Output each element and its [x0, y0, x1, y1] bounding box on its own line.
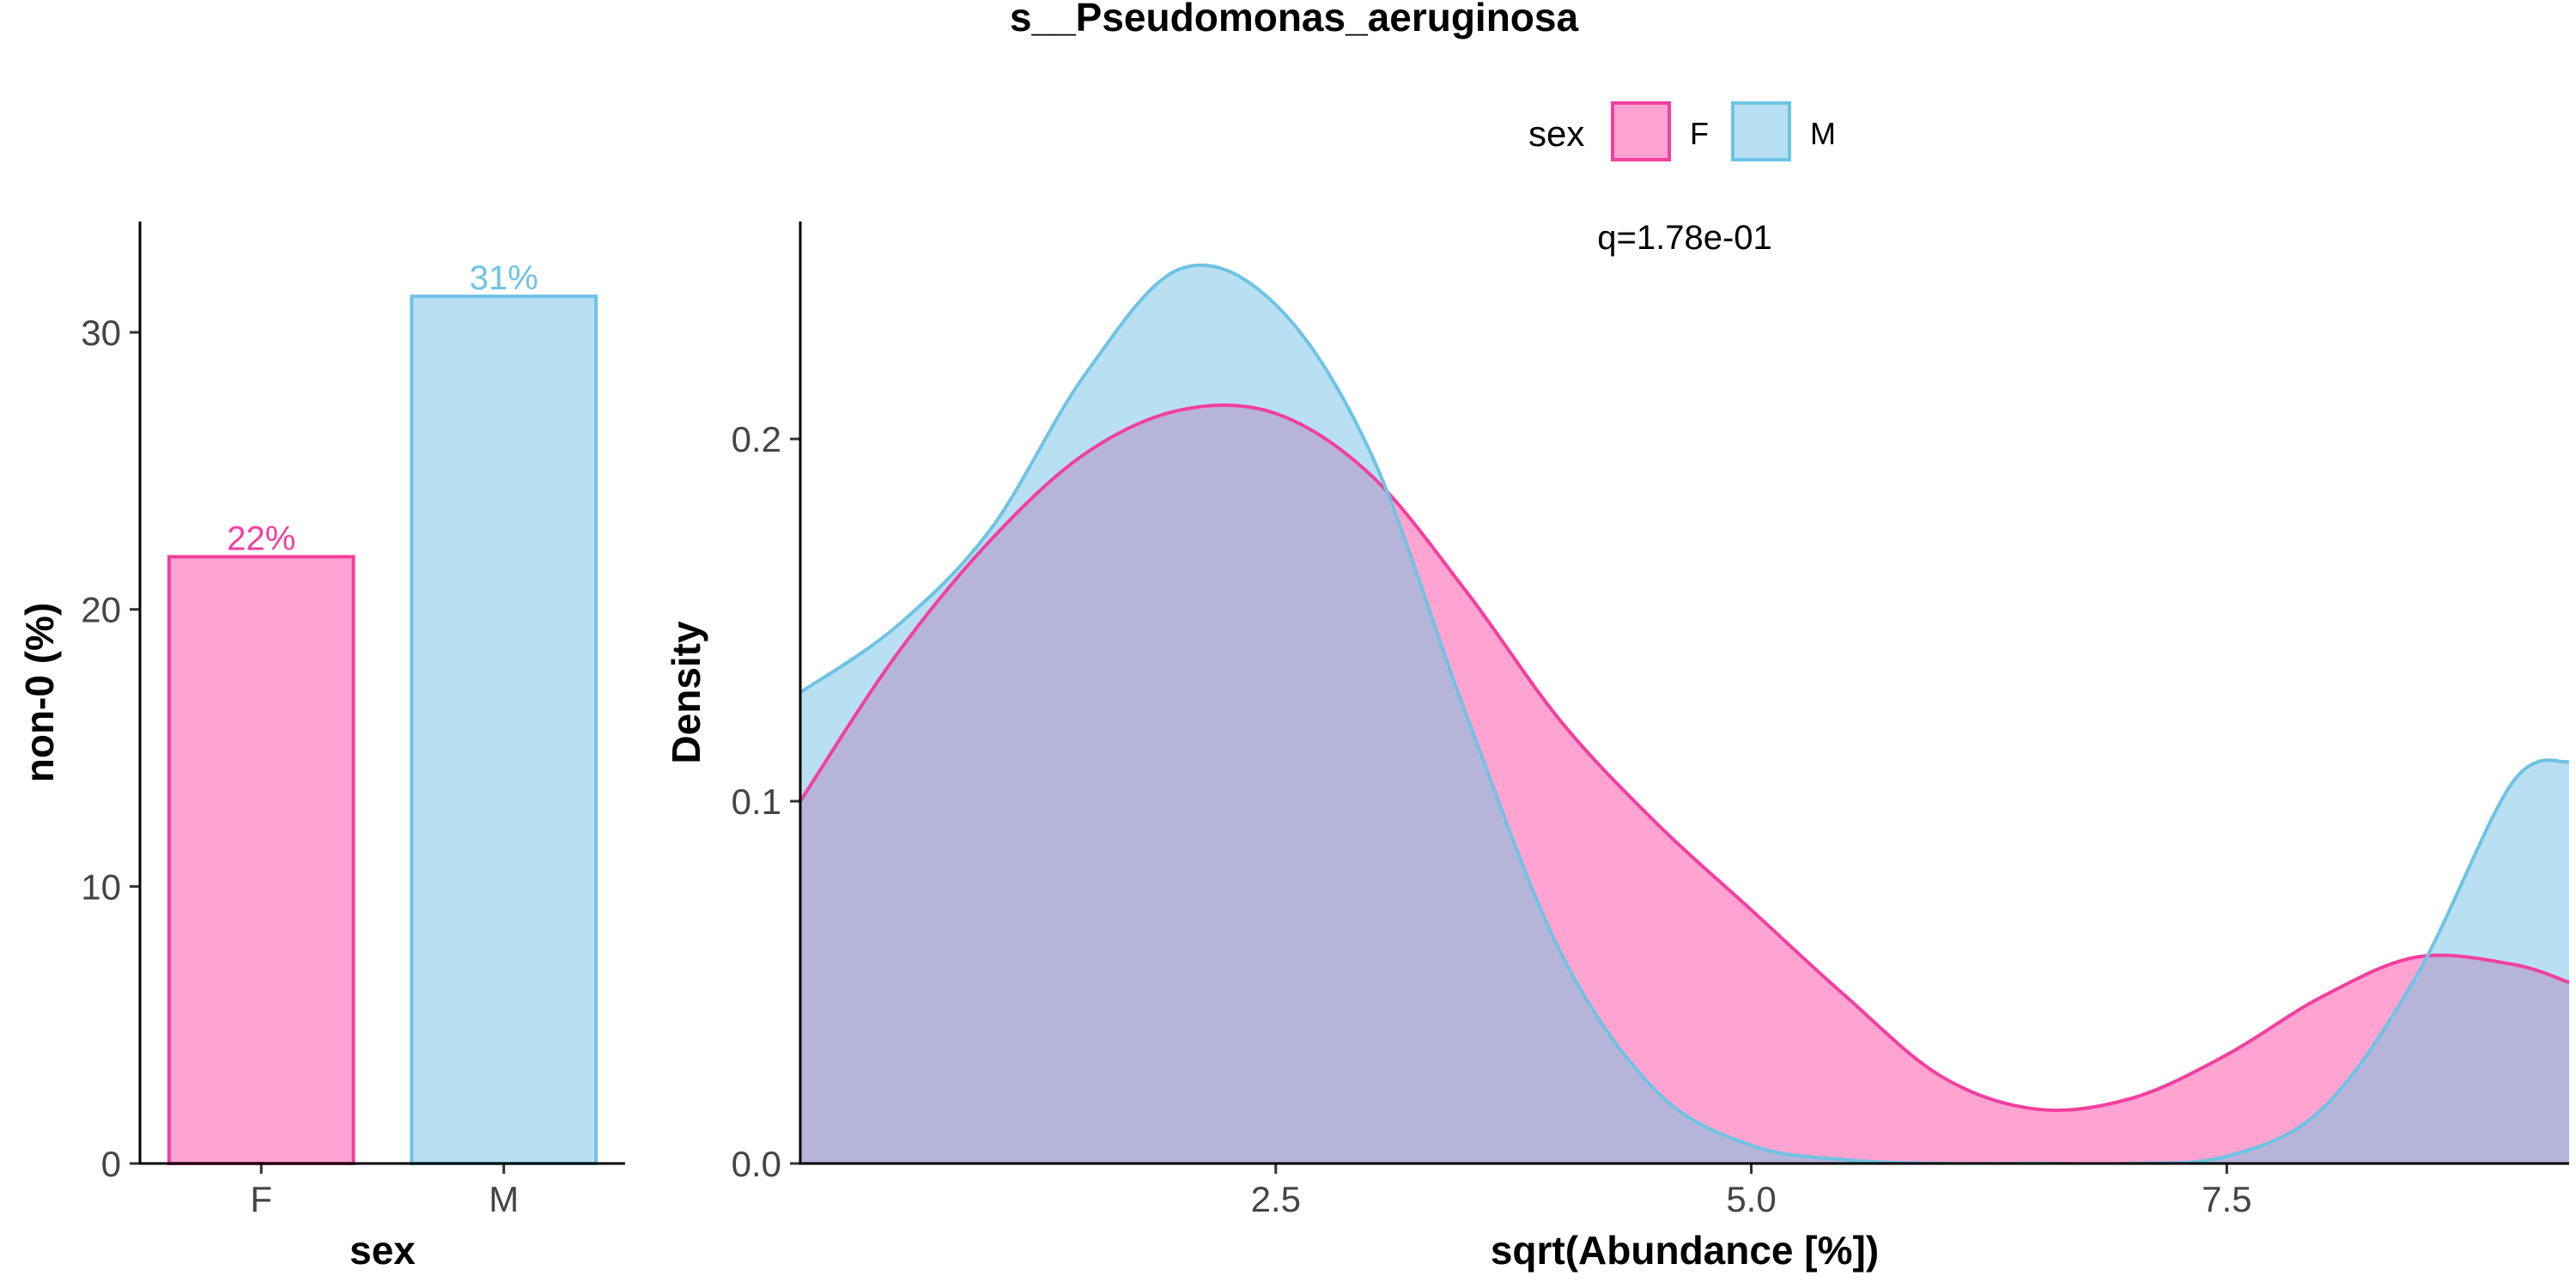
q-value-annotation: q=1.78e-01 — [1597, 219, 1772, 257]
bar-m — [410, 295, 598, 1166]
density-x-tick-label-2: 7.5 — [2202, 1179, 2251, 1219]
density-line-m — [800, 263, 2569, 1163]
y-tick-label-20: 20 — [81, 590, 121, 630]
density-plot-area — [800, 263, 2569, 1163]
density-y-tick-label-0: 0.0 — [732, 1144, 781, 1184]
bar-chart-panel: 22% F 31% M 0 10 20 30 sex non-0 (%) — [17, 222, 625, 1273]
bar-f — [167, 555, 355, 1165]
legend: sex F M — [1528, 101, 1836, 161]
bar-label-m: 31% — [470, 259, 538, 297]
x-axis-title: sex — [349, 1228, 416, 1273]
density-x-axis-title: sqrt(Abundance [%]) — [1491, 1228, 1879, 1273]
density-line-f — [800, 403, 2569, 1112]
y-tick-label-0: 0 — [101, 1144, 121, 1184]
density-y-tick-label-2: 0.2 — [732, 419, 781, 459]
density-y-axis-title: Density — [664, 621, 708, 764]
density-area-overlap — [800, 404, 2569, 1163]
x-tick-label-m: M — [489, 1179, 519, 1219]
density-x-tick-label-0: 2.5 — [1251, 1179, 1301, 1219]
legend-swatch-f — [1611, 101, 1671, 161]
density-chart-panel: q=1.78e-01 2.5 5.0 7.5 0.0 0.1 0.2 sqrt(Abundan… — [664, 219, 2569, 1273]
y-axis-title: non-0 (%) — [17, 603, 62, 783]
legend-swatch-m — [1731, 101, 1791, 161]
y-tick-label-10: 10 — [81, 866, 121, 907]
x-tick-label-f: F — [250, 1179, 272, 1219]
chart-title: s__Pseudomonas_aeruginosa — [1010, 0, 1579, 39]
density-x-tick-label-1: 5.0 — [1726, 1179, 1776, 1219]
density-y-tick-label-1: 0.1 — [732, 781, 781, 822]
y-tick-label-30: 30 — [81, 313, 121, 353]
bar-label-f: 22% — [227, 519, 295, 557]
legend-label-f: F — [1690, 116, 1709, 151]
legend-title: sex — [1528, 113, 1584, 154]
legend-label-m: M — [1810, 116, 1836, 151]
